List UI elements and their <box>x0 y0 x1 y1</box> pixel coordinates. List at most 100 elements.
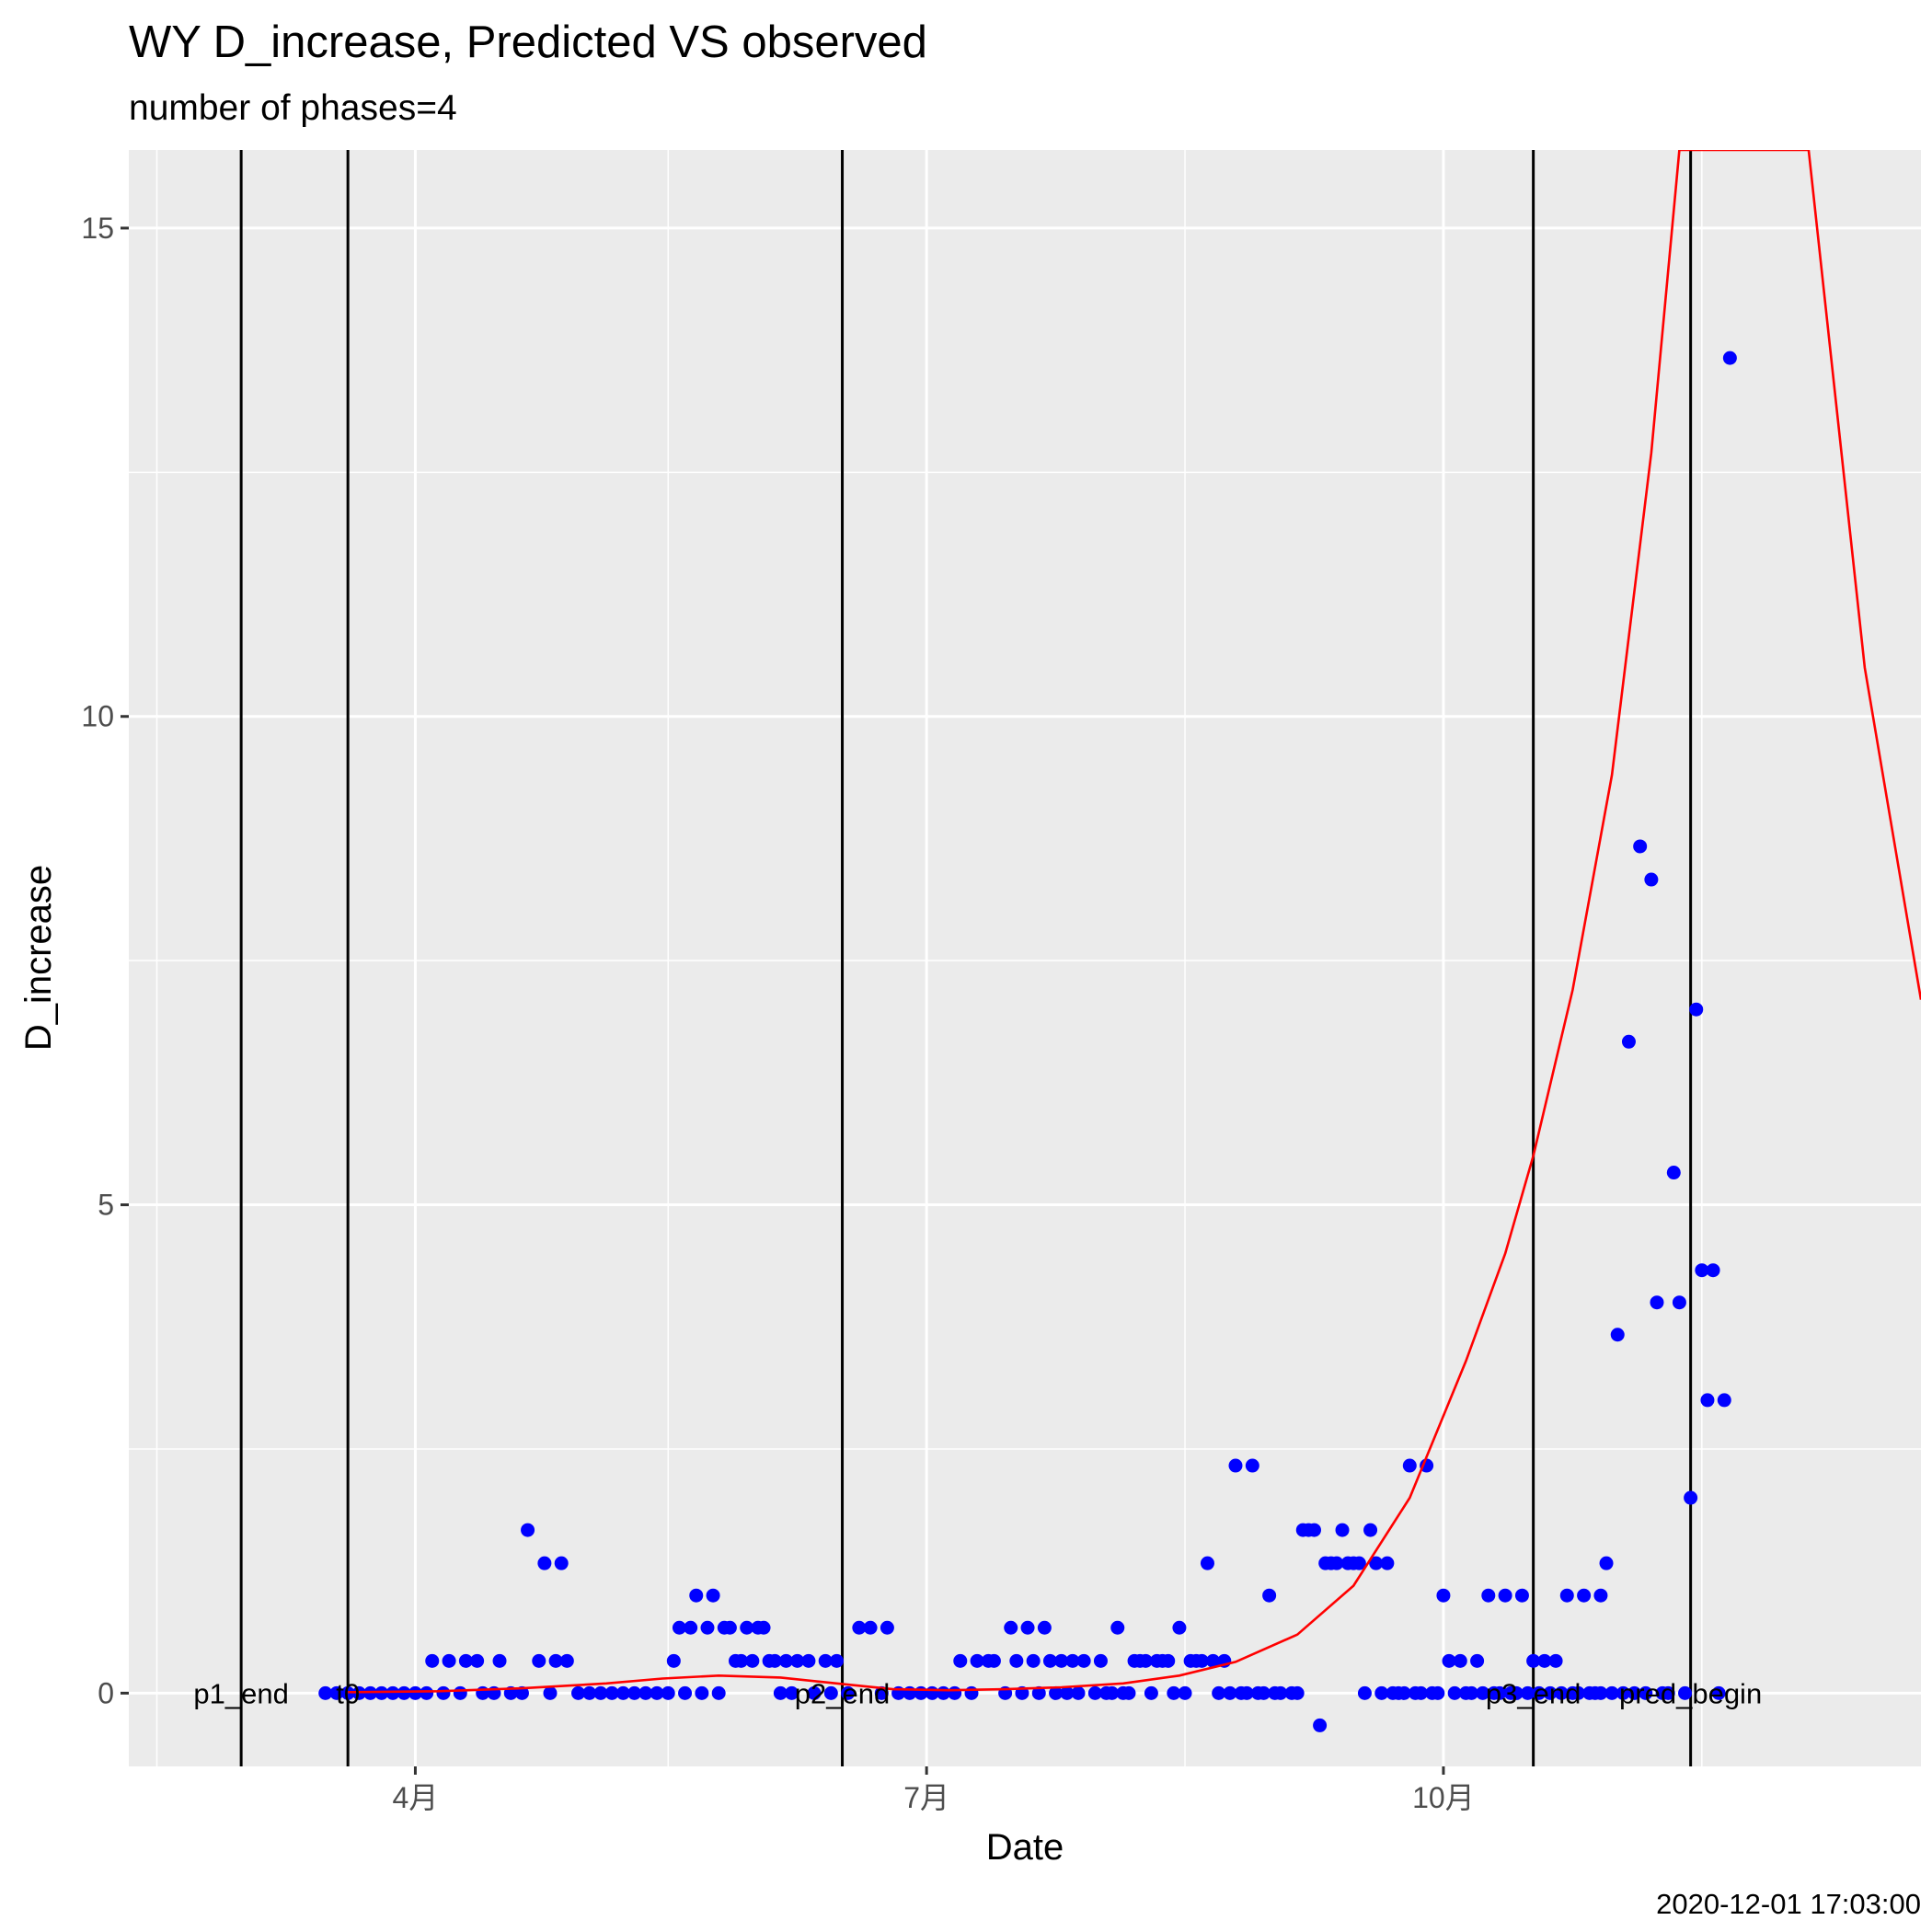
data-point <box>1464 1685 1478 1700</box>
data-point <box>1498 1588 1512 1603</box>
data-point <box>1604 1685 1619 1700</box>
vertical-line-label: p1_end <box>193 1677 288 1709</box>
data-point <box>1363 1523 1378 1537</box>
data-point <box>734 1653 749 1668</box>
data-point <box>1436 1588 1451 1603</box>
data-point <box>1290 1685 1305 1700</box>
data-point <box>1639 1685 1653 1700</box>
data-point <box>1065 1653 1080 1668</box>
data-point <box>627 1685 642 1700</box>
data-point <box>1481 1588 1496 1603</box>
data-point <box>1144 1685 1158 1700</box>
data-point <box>1678 1685 1693 1700</box>
data-point <box>1666 1166 1681 1180</box>
data-point <box>1684 1490 1698 1505</box>
y-tick-label: 15 <box>81 212 114 245</box>
data-point <box>818 1653 833 1668</box>
data-point <box>666 1653 681 1668</box>
data-point <box>964 1685 979 1700</box>
data-point <box>863 1620 878 1635</box>
data-point <box>1369 1556 1384 1570</box>
x-axis-title: Date <box>986 1827 1064 1868</box>
data-point <box>1245 1458 1259 1473</box>
data-point <box>1206 1653 1221 1668</box>
data-point <box>756 1620 771 1635</box>
data-point <box>1554 1685 1569 1700</box>
data-point <box>615 1685 630 1700</box>
data-point <box>1537 1653 1552 1668</box>
data-point <box>363 1685 378 1700</box>
data-point <box>948 1685 962 1700</box>
data-point <box>1644 872 1659 887</box>
data-point <box>453 1685 467 1700</box>
data-point <box>1414 1685 1429 1700</box>
predicted-line <box>348 150 1921 1694</box>
data-point <box>1526 1653 1541 1668</box>
x-tick-label: 4月 <box>393 1781 439 1814</box>
data-point <box>700 1620 715 1635</box>
data-point <box>532 1653 546 1668</box>
data-point <box>745 1653 760 1668</box>
data-point <box>1178 1685 1192 1700</box>
data-point <box>1009 1653 1024 1668</box>
data-point <box>1577 1588 1592 1603</box>
data-point <box>1351 1556 1366 1570</box>
data-point <box>1543 1685 1558 1700</box>
vertical-line-labels: p1_end t0 p2_end p3_end pred_begin <box>193 1677 1762 1709</box>
data-point <box>425 1653 440 1668</box>
data-point <box>874 1685 889 1700</box>
data-point <box>492 1653 507 1668</box>
data-point <box>1200 1556 1214 1570</box>
data-point <box>1700 1393 1715 1408</box>
data-point <box>953 1653 968 1668</box>
data-point <box>1470 1653 1485 1668</box>
vertical-line-label: p2_end <box>795 1677 890 1709</box>
data-point <box>408 1685 422 1700</box>
data-point <box>829 1653 844 1668</box>
data-point <box>1357 1685 1372 1700</box>
data-point <box>1121 1685 1136 1700</box>
data-point <box>571 1685 586 1700</box>
data-point <box>1492 1685 1507 1700</box>
data-point <box>1397 1685 1411 1700</box>
data-point <box>1223 1685 1237 1700</box>
data-point <box>1172 1620 1187 1635</box>
data-point <box>1042 1653 1057 1668</box>
data-point <box>543 1685 558 1700</box>
data-point <box>1593 1588 1608 1603</box>
data-point <box>1306 1523 1321 1537</box>
data-point <box>604 1685 619 1700</box>
data-point <box>1054 1653 1069 1668</box>
data-point <box>1031 1685 1046 1700</box>
data-point <box>593 1685 608 1700</box>
data-point <box>1313 1718 1328 1732</box>
grid <box>129 150 1921 1766</box>
data-point <box>420 1685 434 1700</box>
data-point <box>1167 1685 1181 1700</box>
data-point <box>329 1685 344 1700</box>
x-axis: 4月 7月 10月 <box>393 1766 1475 1814</box>
data-point <box>514 1685 529 1700</box>
y-axis: 0 5 10 15 <box>81 212 129 1709</box>
y-tick-label: 0 <box>98 1676 114 1709</box>
data-point <box>1329 1556 1344 1570</box>
data-point <box>852 1620 867 1635</box>
data-point <box>548 1653 563 1668</box>
data-point <box>1239 1685 1254 1700</box>
data-point <box>1161 1653 1176 1668</box>
data-point <box>385 1685 400 1700</box>
data-point <box>554 1556 569 1570</box>
data-point <box>801 1653 816 1668</box>
predicted-curve <box>348 150 1921 1694</box>
plot-panel <box>129 150 1921 1766</box>
data-point <box>672 1620 686 1635</box>
data-point <box>1076 1653 1091 1668</box>
data-point <box>1650 1295 1664 1310</box>
data-point <box>1037 1620 1052 1635</box>
data-point <box>706 1588 720 1603</box>
data-point <box>1621 1034 1636 1049</box>
data-point <box>397 1685 411 1700</box>
data-point <box>807 1685 822 1700</box>
data-point <box>1717 1393 1731 1408</box>
data-point <box>1633 839 1648 854</box>
